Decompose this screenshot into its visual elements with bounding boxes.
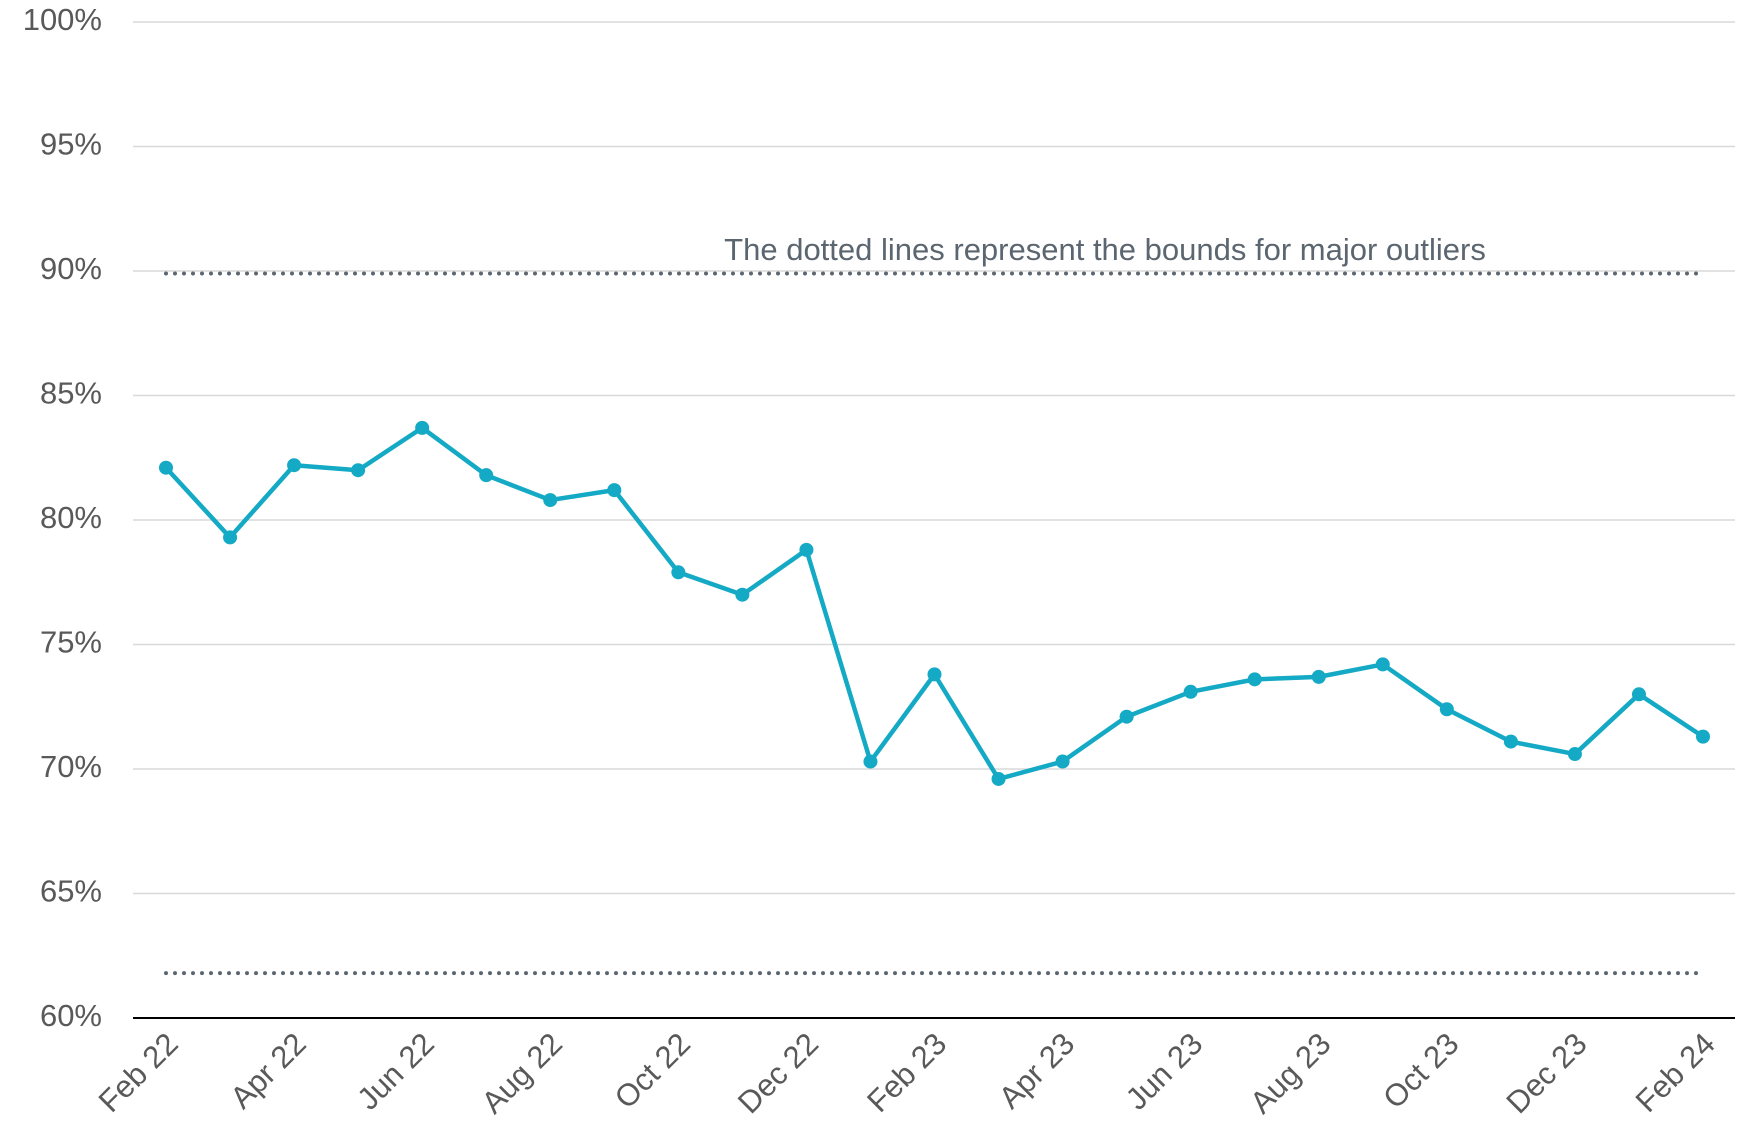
annotation: The dotted lines represent the bounds fo… xyxy=(724,232,1486,267)
data-point xyxy=(479,468,494,483)
data-point xyxy=(799,542,814,557)
x-tick-label: Aug 22 xyxy=(475,1026,569,1120)
series-line xyxy=(164,425,1705,782)
data-point xyxy=(1311,669,1326,684)
data-point xyxy=(223,530,238,545)
y-tick-label: 100% xyxy=(23,2,102,37)
data-point xyxy=(927,667,942,682)
y-tick-label: 85% xyxy=(40,376,102,411)
data-point xyxy=(735,587,750,602)
x-tick-label: Oct 23 xyxy=(1376,1026,1465,1115)
y-tick-label: 75% xyxy=(40,625,102,660)
y-tick-label: 65% xyxy=(40,874,102,909)
data-point xyxy=(671,565,686,580)
data-point xyxy=(1439,702,1454,717)
data-point xyxy=(1631,687,1646,702)
x-tick-label: Feb 23 xyxy=(860,1026,953,1119)
data-point xyxy=(863,754,878,769)
x-tick-label: Aug 23 xyxy=(1243,1026,1337,1120)
data-point xyxy=(1375,657,1390,672)
data-point xyxy=(1696,729,1710,744)
data-point xyxy=(415,420,430,435)
x-tick-label: Feb 24 xyxy=(1629,1026,1722,1119)
x-tick-label: Oct 22 xyxy=(608,1026,697,1115)
y-tick-label: 60% xyxy=(40,998,102,1033)
data-point xyxy=(1119,709,1134,724)
data-point xyxy=(1183,684,1198,699)
x-tick-label: Apr 23 xyxy=(992,1026,1081,1115)
y-tick-label: 80% xyxy=(40,500,102,535)
data-point xyxy=(287,458,302,473)
data-point xyxy=(1055,754,1070,769)
x-tick-label: Apr 22 xyxy=(223,1026,312,1115)
x-tick-label: Dec 23 xyxy=(1499,1026,1593,1120)
data-point xyxy=(1503,734,1518,749)
y-tick-label: 70% xyxy=(40,749,102,784)
data-point xyxy=(159,460,173,475)
data-point xyxy=(1247,672,1262,687)
data-point xyxy=(543,493,558,508)
x-tick-label: Jun 23 xyxy=(1119,1026,1210,1117)
data-point xyxy=(351,463,366,478)
y-tick-label: 95% xyxy=(40,127,102,162)
x-tick-label: Feb 22 xyxy=(92,1026,185,1119)
data-point xyxy=(991,771,1006,786)
data-point xyxy=(607,483,622,498)
x-tick-label: Jun 22 xyxy=(350,1026,441,1117)
x-tick-label: Dec 22 xyxy=(731,1026,825,1120)
y-tick-label: 90% xyxy=(40,251,102,286)
data-point xyxy=(1567,747,1582,762)
